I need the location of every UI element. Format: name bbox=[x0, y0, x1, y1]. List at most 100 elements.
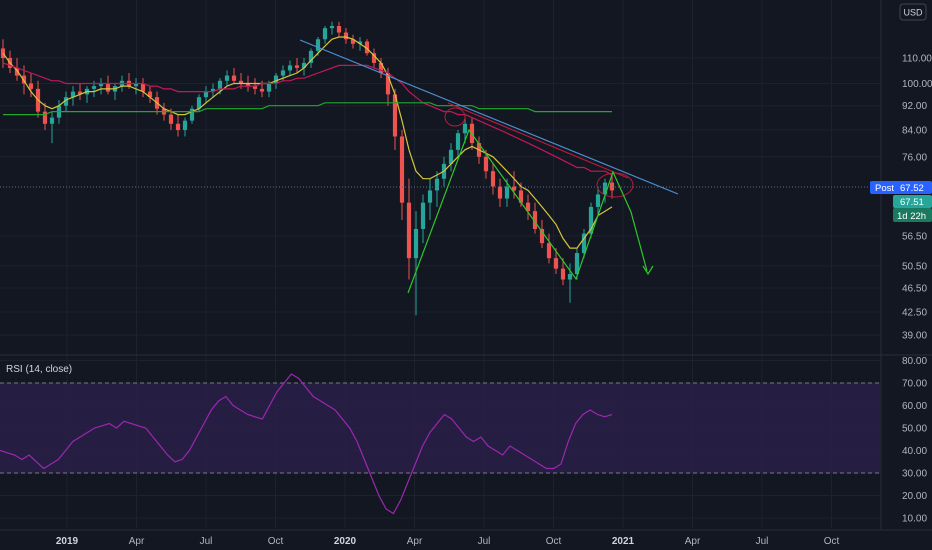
candle-body bbox=[301, 62, 307, 68]
price-tick-label: 56.50 bbox=[902, 231, 927, 242]
candle-body bbox=[252, 86, 258, 89]
rsi-axis[interactable]: 80.00 70.00 60.00 50.00 40.00 30.00 20.00 10.00 bbox=[902, 356, 927, 525]
time-tick-label: 2019 bbox=[56, 536, 79, 547]
pattern-arrow-path bbox=[407, 128, 648, 294]
candle-body bbox=[147, 91, 153, 98]
post-label: Post bbox=[875, 183, 894, 194]
currency-button-frame bbox=[899, 3, 927, 21]
candle-body bbox=[602, 182, 608, 195]
red-circle-marker bbox=[596, 172, 634, 198]
time-tick-label: Oct bbox=[824, 536, 840, 547]
rsi-band bbox=[0, 382, 880, 474]
last-price-badge: 67.51 bbox=[893, 195, 932, 208]
price-pane[interactable] bbox=[0, 21, 880, 515]
candle-body bbox=[357, 41, 363, 44]
time-tick-label: Oct bbox=[268, 536, 284, 547]
price-tick-label: 42.50 bbox=[902, 308, 927, 319]
candle-body bbox=[567, 274, 573, 280]
price-tick-label: 46.50 bbox=[902, 284, 927, 295]
last-price-value: 67.51 bbox=[900, 197, 924, 208]
rsi-tick-label: 50.00 bbox=[902, 424, 927, 435]
candle-body bbox=[308, 50, 314, 63]
arrow-head-icon bbox=[642, 265, 654, 276]
last-price-badge-bg bbox=[893, 195, 932, 208]
candle-body bbox=[49, 117, 55, 124]
time-tick-label: Jul bbox=[478, 536, 491, 547]
time-tick-label: Apr bbox=[685, 536, 701, 547]
candle-body bbox=[434, 178, 440, 191]
price-axis[interactable]: 110.00 100.00 92.00 84.00 76.00 56.50 50.50 46.… bbox=[902, 54, 932, 342]
candle-body bbox=[581, 233, 587, 254]
candle-body bbox=[63, 97, 69, 106]
candle-body bbox=[224, 75, 230, 81]
candle-body bbox=[322, 28, 328, 40]
time-tick-label: Apr bbox=[129, 536, 145, 547]
candle-body bbox=[364, 41, 370, 54]
candle-body bbox=[266, 83, 272, 92]
price-tick-label: 50.50 bbox=[902, 261, 927, 272]
candle-body bbox=[168, 114, 174, 124]
candle-body bbox=[350, 39, 356, 44]
rsi-tick-label: 80.00 bbox=[902, 356, 927, 367]
rsi-overbought-oversold-band bbox=[0, 383, 880, 473]
candle-body bbox=[413, 228, 419, 259]
red-circle-marker bbox=[444, 107, 466, 127]
time-tick-label: 2020 bbox=[334, 536, 357, 547]
candle-body bbox=[483, 156, 489, 172]
candle-body bbox=[315, 39, 321, 51]
candle-body bbox=[91, 86, 97, 89]
candle-body bbox=[21, 75, 27, 84]
candle-body bbox=[140, 83, 146, 92]
candle-body bbox=[448, 149, 454, 164]
candle-body bbox=[70, 91, 76, 98]
rsi-title: RSI (14, close) bbox=[6, 364, 72, 375]
candle-body bbox=[231, 75, 237, 81]
candle-body bbox=[399, 136, 405, 203]
rsi-line bbox=[0, 373, 613, 515]
post-value: 67.52 bbox=[900, 183, 924, 194]
rsi-tick-label: 10.00 bbox=[902, 514, 927, 525]
candle-body bbox=[574, 253, 580, 275]
candle-body bbox=[560, 268, 566, 280]
candle-body bbox=[238, 80, 244, 84]
candle-body bbox=[210, 88, 216, 92]
candle-body bbox=[455, 133, 461, 150]
ma-slow-line bbox=[3, 102, 612, 116]
candle-body bbox=[420, 202, 426, 229]
candle-body bbox=[343, 32, 349, 40]
candle-body bbox=[511, 186, 517, 191]
post-price-badge: Post 67.52 bbox=[870, 181, 932, 194]
candle-body bbox=[462, 123, 468, 134]
post-badge-bg bbox=[870, 181, 932, 194]
countdown-badge: 1d 22h bbox=[893, 208, 932, 222]
countdown-badge-bg bbox=[893, 208, 932, 222]
candle-body bbox=[273, 75, 279, 84]
candle-body bbox=[385, 72, 391, 95]
candle-body bbox=[497, 186, 503, 199]
candle-body bbox=[378, 62, 384, 73]
candle-body bbox=[196, 97, 202, 109]
candle-body bbox=[539, 228, 545, 244]
time-tick-label: Oct bbox=[546, 536, 562, 547]
rsi-tick-label: 20.00 bbox=[902, 491, 927, 502]
time-axis[interactable]: 2019 Apr Jul Oct 2020 Apr Jul Oct 2021 Apr Jul Oct bbox=[56, 536, 840, 547]
price-tick-label: 110.00 bbox=[902, 54, 932, 65]
price-tick-label: 100.00 bbox=[902, 79, 932, 90]
candle-body bbox=[133, 83, 139, 87]
time-tick-label: 2021 bbox=[612, 536, 635, 547]
candle-body bbox=[518, 190, 524, 203]
ma-fast-line bbox=[2, 36, 613, 249]
price-tick-label: 39.00 bbox=[902, 331, 927, 342]
candle-body bbox=[105, 83, 111, 92]
candle-body bbox=[280, 70, 286, 76]
rsi-tick-label: 70.00 bbox=[902, 379, 927, 390]
candle-body bbox=[245, 83, 251, 87]
candle-body bbox=[259, 88, 265, 92]
candle-body bbox=[287, 65, 293, 71]
price-tick-label: 92.00 bbox=[902, 101, 927, 112]
currency-button[interactable]: USD bbox=[899, 3, 927, 21]
candle-body bbox=[77, 91, 83, 95]
rsi-tick-label: 30.00 bbox=[902, 469, 927, 480]
